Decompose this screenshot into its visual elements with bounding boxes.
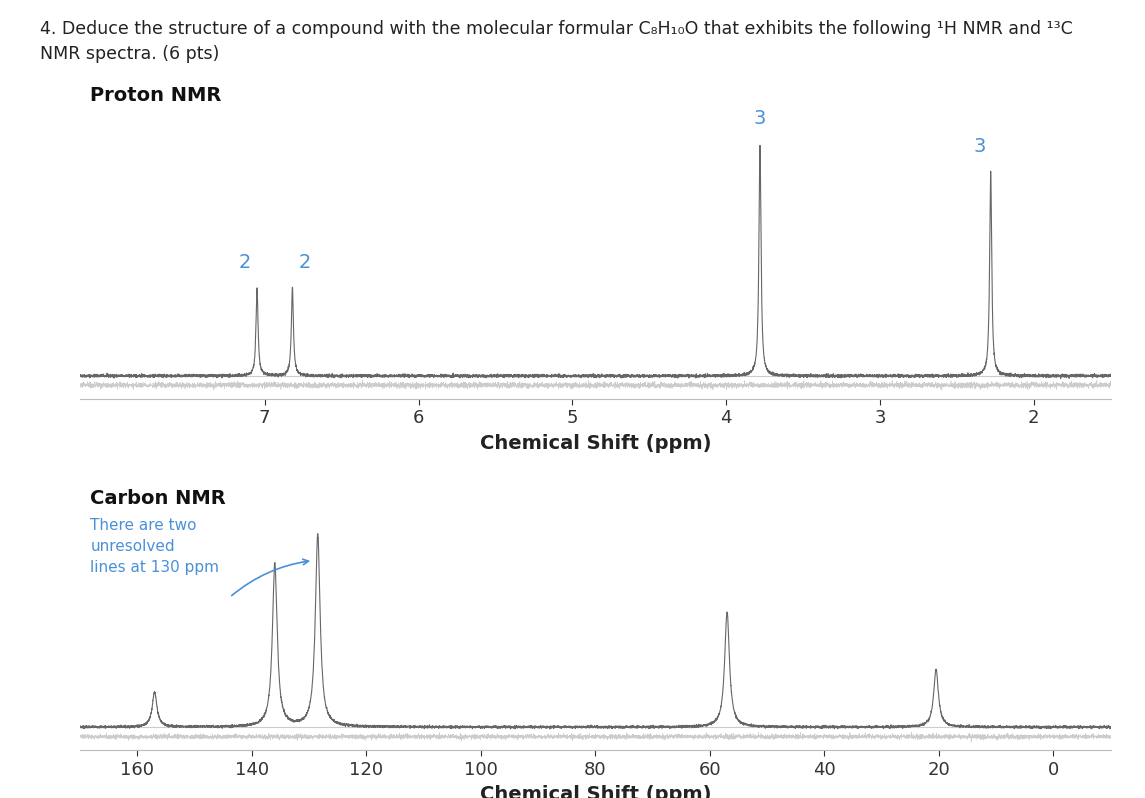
Text: 3: 3 [753,109,766,128]
Text: 4. Deduce the structure of a compound with the molecular formular C₈H₁₀O that ex: 4. Deduce the structure of a compound wi… [40,20,1073,63]
Text: 3: 3 [973,137,986,156]
Text: 2: 2 [238,253,251,272]
X-axis label: Chemical Shift (ppm): Chemical Shift (ppm) [480,785,711,798]
Text: There are two
unresolved
lines at 130 ppm: There are two unresolved lines at 130 pp… [90,519,220,575]
Text: Carbon NMR: Carbon NMR [90,489,227,508]
Text: 2: 2 [299,253,311,272]
X-axis label: Chemical Shift (ppm): Chemical Shift (ppm) [480,434,711,453]
Text: Proton NMR: Proton NMR [90,86,222,105]
